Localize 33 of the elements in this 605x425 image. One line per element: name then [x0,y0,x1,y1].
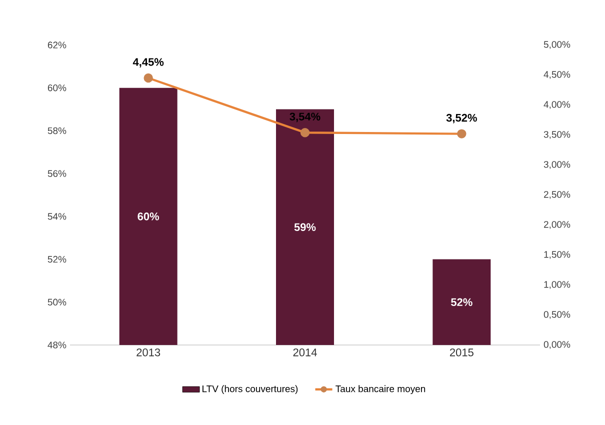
legend-label: LTV (hors couvertures) [202,385,298,394]
y-tick-label: 56% [48,170,66,177]
data-label: 60% [138,212,160,220]
point [144,73,153,83]
y-tick-label: 48% [48,342,66,348]
y-tick-label: 52% [48,256,66,263]
legend-label: Taux bancaire moyen [336,385,426,394]
y-tick-label: 62% [48,42,66,48]
x-tick-label: 2014 [293,348,317,356]
y2-tick-label: 5,00% [544,41,570,49]
point [300,128,310,138]
y2-tick-label: 4,50% [544,71,570,79]
x-tick-label: 2013 [136,348,160,356]
y2-tick-label: 2,00% [544,221,570,229]
y2-tick-label: 4,00% [544,101,570,109]
data-label: 4,45% [132,58,164,68]
data-label: 52% [451,298,472,306]
data-label: 3,54% [290,112,320,122]
x-tick-label: 2015 [450,348,474,356]
y2-tick-label: 2,50% [544,191,570,199]
y2-tick-label: 0,50% [544,311,570,319]
y-tick-label: 58% [48,127,66,134]
y-tick-label: 54% [48,213,66,220]
y2-tick-label: 1,50% [544,251,570,259]
y2-tick-label: 3,50% [544,131,570,139]
data-label: 59% [294,223,316,232]
point [457,129,466,138]
data-label: 3,52% [446,114,477,124]
y2-tick-label: 1,00% [544,281,570,289]
y2-tick-label: 0,00% [544,341,570,349]
y2-tick-label: 3,00% [544,161,570,169]
y-tick-label: 60% [48,84,66,92]
y-tick-label: 50% [48,298,66,306]
